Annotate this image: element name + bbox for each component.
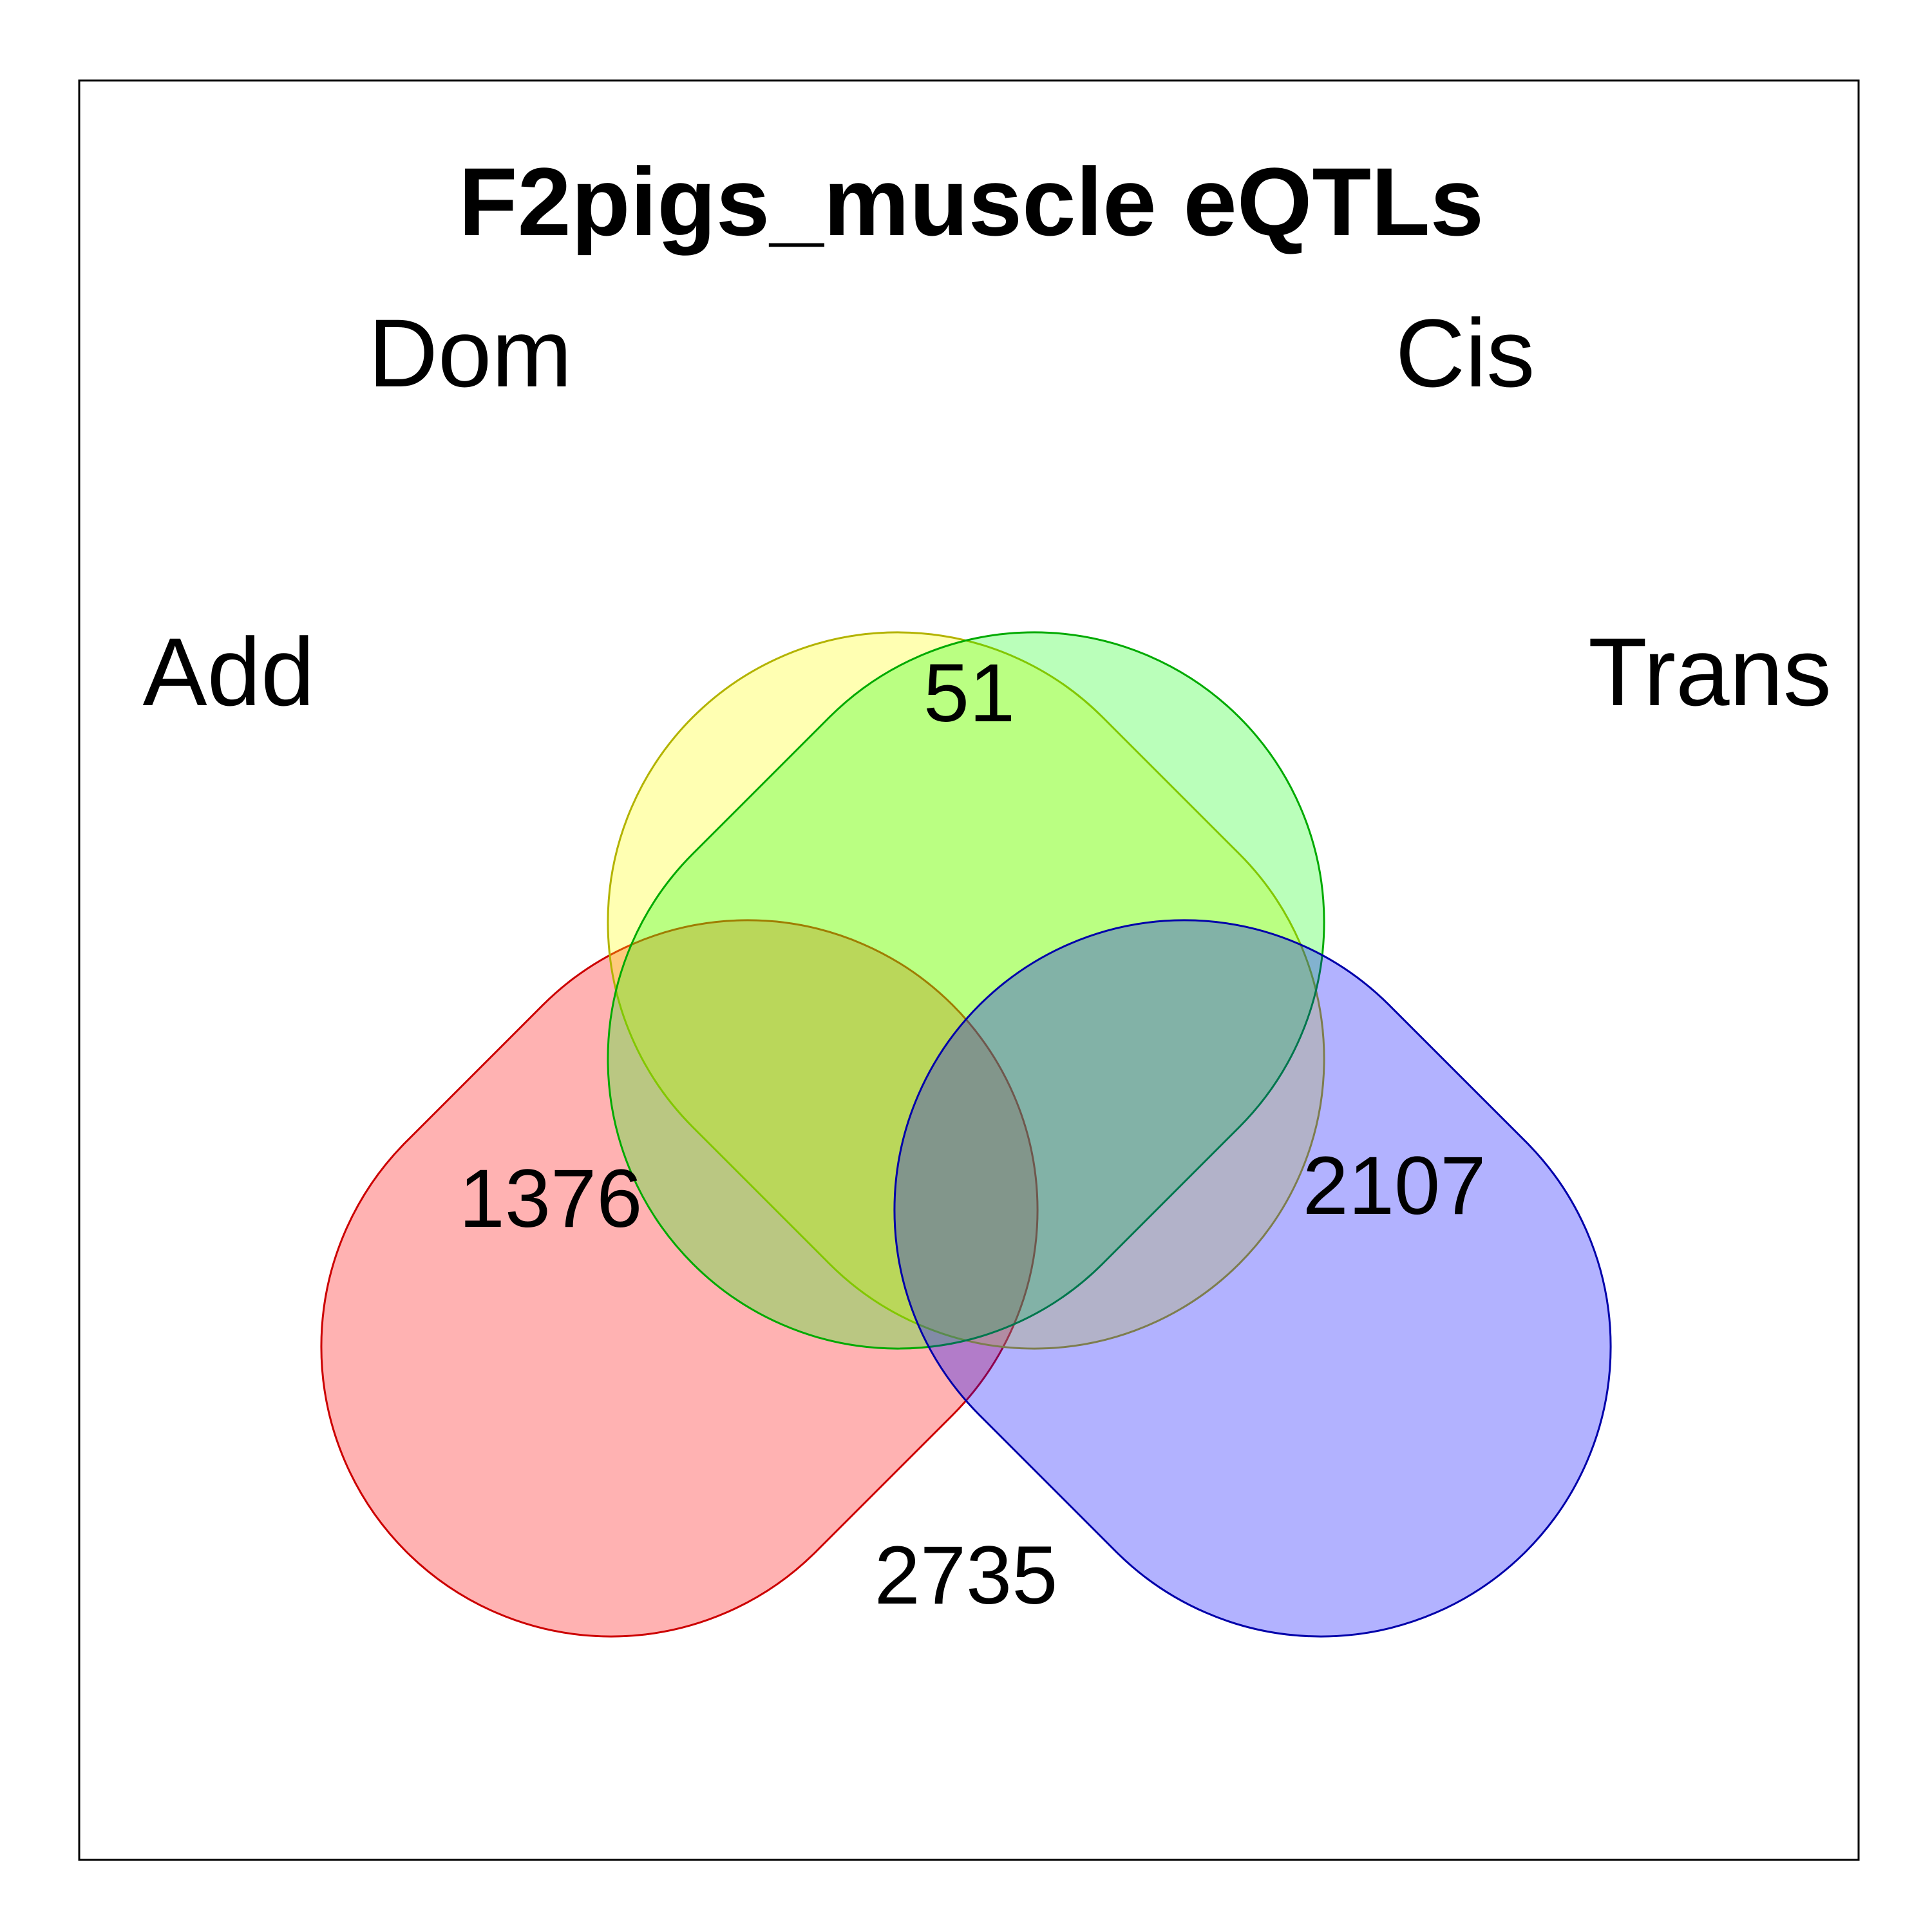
count-add-trans: 2735 (875, 1530, 1058, 1622)
plot-frame (78, 79, 1860, 1861)
set-label-add: Add (143, 618, 315, 726)
count-add-cis: 1376 (459, 1153, 643, 1245)
set-shape-cis (607, 631, 1325, 1350)
set-label-dom: Dom (368, 299, 573, 407)
count-dom-trans: 2107 (1303, 1140, 1486, 1232)
set-shapes (320, 631, 1612, 1638)
set-shape-trans (893, 919, 1612, 1638)
set-shape-dom (607, 631, 1325, 1350)
count-dom-cis: 51 (923, 647, 1015, 739)
set-shape-add (320, 919, 1039, 1638)
set-label-trans: Trans (1588, 618, 1832, 726)
diagram-title: F2pigs_muscle eQTLs (459, 147, 1484, 256)
set-label-cis: Cis (1396, 299, 1535, 407)
